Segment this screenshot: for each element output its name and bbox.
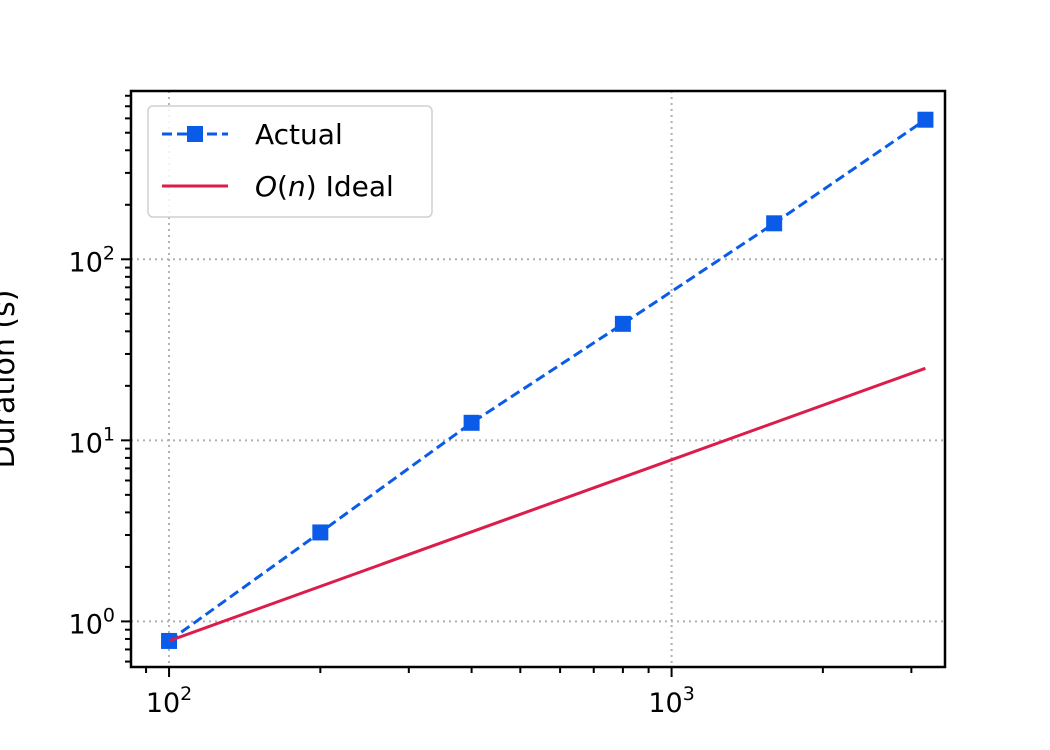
legend-label-actual: Actual [255, 118, 343, 151]
plot-frame [129, 89, 947, 669]
x-tick-label: 102 [146, 683, 192, 719]
y-tick-label: 101 [69, 423, 115, 459]
y-tick-label: 102 [69, 242, 115, 278]
legend: Actual O(n) Ideal [147, 105, 433, 218]
data-point [463, 414, 480, 431]
x-tick-label: 103 [648, 683, 694, 719]
data-point [766, 215, 783, 232]
y-tick-label: 100 [69, 604, 115, 640]
data-point [614, 315, 631, 332]
series-layer [161, 111, 934, 649]
legend-box [147, 105, 433, 218]
series-line-0 [168, 118, 927, 643]
axis-ticks [121, 94, 913, 677]
y-axis-label: Duration (s) [0, 290, 22, 469]
legend-label-ideal: O(n) Ideal [255, 170, 394, 203]
series-line-1 [168, 366, 926, 643]
data-point [312, 524, 329, 541]
data-point [161, 632, 178, 649]
tick-labels: 102 103 100 101 102 [69, 242, 695, 719]
data-point [917, 111, 934, 128]
legend-marker-actual [187, 126, 203, 142]
